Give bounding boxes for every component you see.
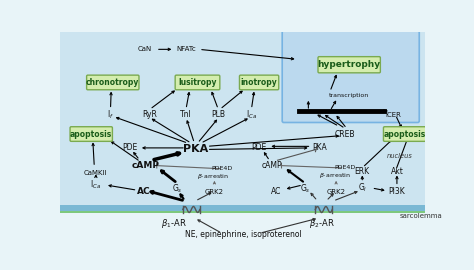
Text: $\beta_2$-AR: $\beta_2$-AR bbox=[310, 217, 335, 230]
FancyBboxPatch shape bbox=[87, 75, 139, 90]
Text: Akt: Akt bbox=[391, 167, 403, 176]
Text: PI3K: PI3K bbox=[389, 187, 405, 196]
Text: NFATc: NFATc bbox=[176, 46, 196, 52]
Text: PDE: PDE bbox=[122, 143, 137, 152]
Text: apoptosis: apoptosis bbox=[70, 130, 112, 139]
Text: I$_f$: I$_f$ bbox=[107, 109, 114, 121]
Text: PKA: PKA bbox=[182, 144, 208, 154]
FancyBboxPatch shape bbox=[175, 75, 220, 90]
Text: lusitropy: lusitropy bbox=[178, 78, 217, 87]
Text: hypertrophy: hypertrophy bbox=[318, 60, 381, 69]
Text: PLB: PLB bbox=[211, 110, 225, 119]
Text: CaN: CaN bbox=[138, 46, 152, 52]
Text: PKA: PKA bbox=[312, 143, 327, 152]
Text: ERK: ERK bbox=[355, 167, 370, 176]
FancyBboxPatch shape bbox=[318, 57, 380, 73]
Text: G$_s$: G$_s$ bbox=[300, 183, 310, 195]
Text: GRK2: GRK2 bbox=[205, 189, 224, 195]
Text: ICER: ICER bbox=[385, 112, 401, 118]
Text: sarcolemma: sarcolemma bbox=[399, 213, 442, 220]
Text: I$_{Ca}$: I$_{Ca}$ bbox=[246, 109, 257, 121]
Text: cAMP: cAMP bbox=[262, 161, 283, 170]
Text: PDE4D: PDE4D bbox=[335, 166, 356, 170]
FancyBboxPatch shape bbox=[282, 31, 419, 123]
Text: NE, epinephrine, isoproterenol: NE, epinephrine, isoproterenol bbox=[184, 230, 301, 239]
Text: TnI: TnI bbox=[180, 110, 192, 119]
Text: cAMP: cAMP bbox=[131, 161, 159, 170]
Text: PDE: PDE bbox=[252, 143, 267, 152]
Bar bbox=[61, 213, 425, 240]
Bar bbox=[61, 32, 425, 213]
Text: CaMKII: CaMKII bbox=[84, 170, 108, 176]
Bar bbox=[61, 205, 425, 213]
Text: nucleus: nucleus bbox=[387, 153, 413, 158]
Text: PDE4D: PDE4D bbox=[211, 166, 233, 171]
Text: CREB: CREB bbox=[335, 130, 356, 139]
Text: $\beta$-arrestin: $\beta$-arrestin bbox=[319, 171, 351, 180]
Text: inotropy: inotropy bbox=[241, 78, 277, 87]
Text: G$_i$: G$_i$ bbox=[357, 182, 367, 194]
Text: RyR: RyR bbox=[142, 110, 157, 119]
Text: AC: AC bbox=[137, 187, 150, 196]
FancyBboxPatch shape bbox=[70, 127, 112, 141]
Text: I$_{Ca}$: I$_{Ca}$ bbox=[91, 179, 101, 191]
Text: chronotropy: chronotropy bbox=[86, 78, 139, 87]
FancyBboxPatch shape bbox=[383, 127, 426, 141]
FancyBboxPatch shape bbox=[239, 75, 279, 90]
Text: transcription: transcription bbox=[329, 93, 369, 98]
Text: AC: AC bbox=[271, 187, 281, 196]
Text: GRK2: GRK2 bbox=[327, 189, 346, 195]
Text: $\beta_1$-AR: $\beta_1$-AR bbox=[161, 217, 186, 230]
Text: G$_s$: G$_s$ bbox=[172, 183, 183, 195]
Text: $\beta$-arrestin: $\beta$-arrestin bbox=[197, 172, 229, 181]
Text: apoptosis: apoptosis bbox=[383, 130, 426, 139]
Bar bbox=[61, 211, 425, 213]
